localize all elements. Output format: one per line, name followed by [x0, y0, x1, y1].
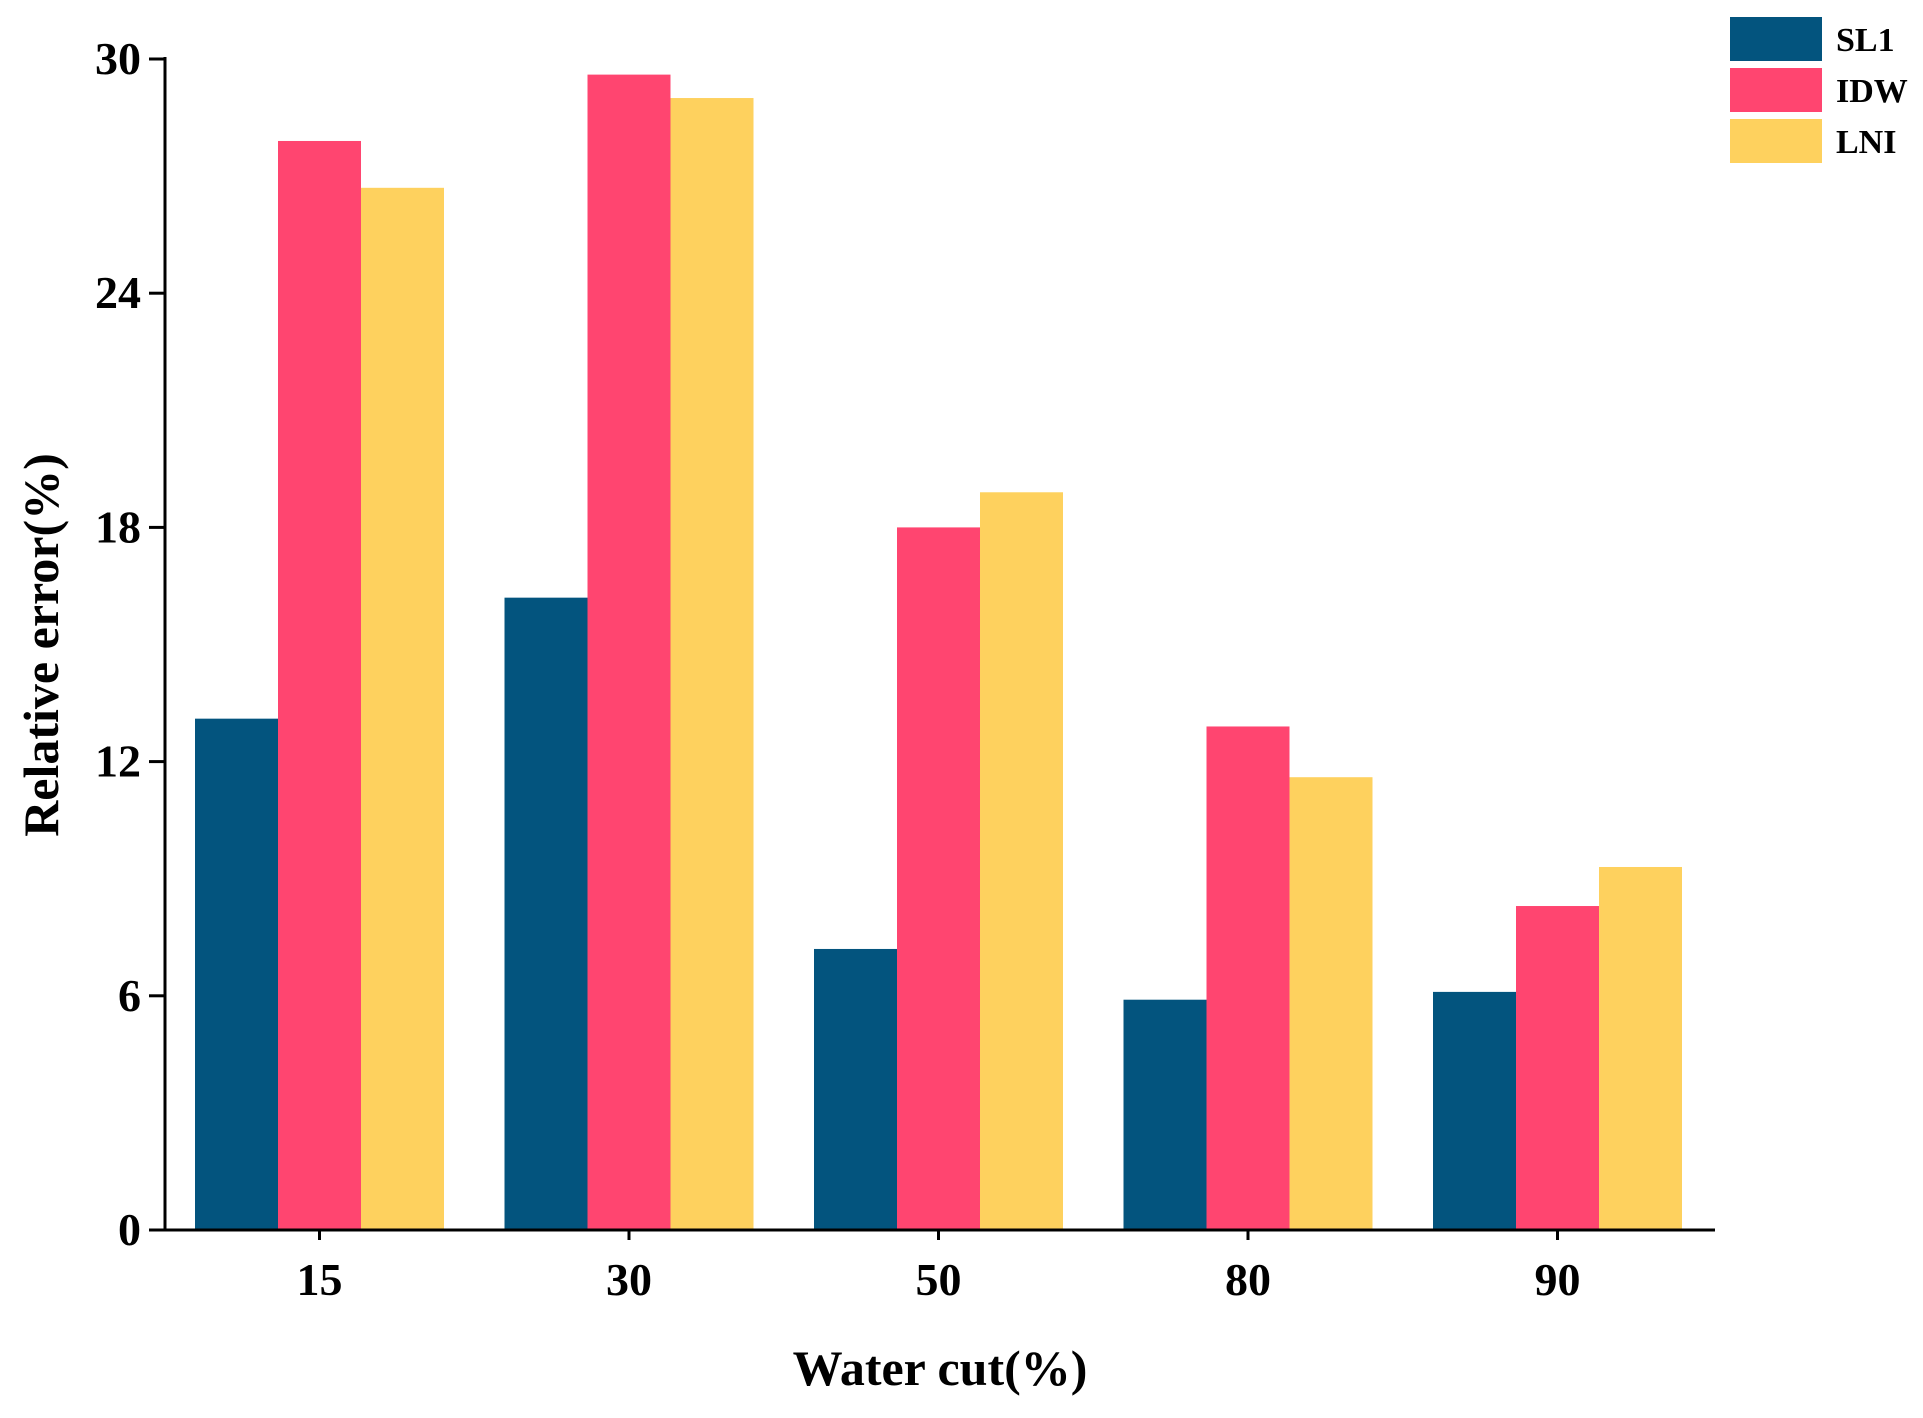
bar-sl1-50: [814, 948, 897, 1230]
x-ticks: 15 30 50 80 90: [297, 1230, 1581, 1305]
bar-sl1-15: [195, 718, 278, 1230]
bar-lni-15: [361, 187, 444, 1230]
legend-swatch-idw: [1730, 68, 1822, 112]
legend-swatch-lni: [1730, 119, 1822, 163]
bar-sl1-90: [1433, 991, 1516, 1230]
y-tick-label: 18: [95, 501, 141, 552]
bar-lni-80: [1289, 777, 1373, 1230]
y-ticks: 0 6 12 18 24 30: [95, 33, 165, 1255]
x-axis-title: Water cut(%): [793, 1340, 1088, 1396]
bar-lni-50: [980, 492, 1063, 1230]
x-tick-label: 80: [1225, 1254, 1271, 1305]
bar-lni-90: [1599, 866, 1682, 1230]
bar-idw-80: [1206, 726, 1290, 1230]
bars-layer: [195, 74, 1682, 1231]
legend-swatch-sl1: [1730, 17, 1822, 61]
x-tick-label: 90: [1535, 1254, 1581, 1305]
bar-idw-50: [897, 527, 980, 1230]
y-tick-label: 6: [118, 970, 141, 1021]
bar-idw-30: [587, 74, 671, 1231]
y-tick-label: 30: [95, 33, 141, 84]
x-tick-label: 50: [916, 1254, 962, 1305]
bar-sl1-30: [504, 597, 588, 1230]
y-axis-title: Relative error(%): [13, 453, 69, 837]
legend-label-sl1: SL1: [1836, 22, 1895, 59]
bar-idw-90: [1516, 906, 1599, 1230]
legend-label-idw: IDW: [1836, 73, 1908, 110]
y-tick-label: 0: [118, 1204, 141, 1255]
y-tick-label: 24: [95, 267, 141, 318]
bar-lni-30: [670, 98, 754, 1231]
x-tick-label: 15: [297, 1254, 343, 1305]
bar-sl1-80: [1123, 999, 1207, 1230]
y-tick-label: 12: [95, 736, 141, 787]
legend: SL1 IDW LNI: [1730, 17, 1908, 163]
legend-label-lni: LNI: [1836, 124, 1896, 161]
x-tick-label: 30: [606, 1254, 652, 1305]
bar-idw-15: [278, 140, 361, 1231]
